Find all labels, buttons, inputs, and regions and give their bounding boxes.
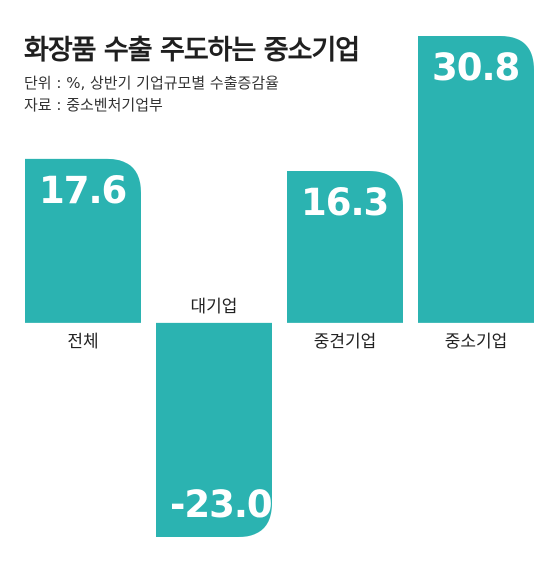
category-label-중소기업: 중소기업 [445,332,508,352]
chart-title: 화장품 수출 주도하는 중소기업 [24,35,360,66]
value-label-중소기업: 30.8 [432,46,519,89]
category-label-전체: 전체 [67,332,98,352]
value-label-대기업: -23.0 [170,483,272,526]
bar-전체 [25,158,141,323]
category-label-중견기업: 중견기업 [314,332,377,352]
value-label-중견기업: 16.3 [301,181,388,224]
category-label-대기업: 대기업 [191,297,238,317]
chart-header: 화장품 수출 주도하는 중소기업 단위 : %, 상반기 기업규모별 수출증감율… [24,35,360,116]
bar-대기업 [156,322,272,537]
bar-중소기업 [418,36,534,323]
unit-note: 단위 : %, 상반기 기업규모별 수출증감율 [24,74,279,92]
value-label-전체: 17.6 [39,169,126,212]
source-note: 자료 : 중소벤처기업부 [24,96,163,114]
bar-중견기업 [287,171,403,323]
